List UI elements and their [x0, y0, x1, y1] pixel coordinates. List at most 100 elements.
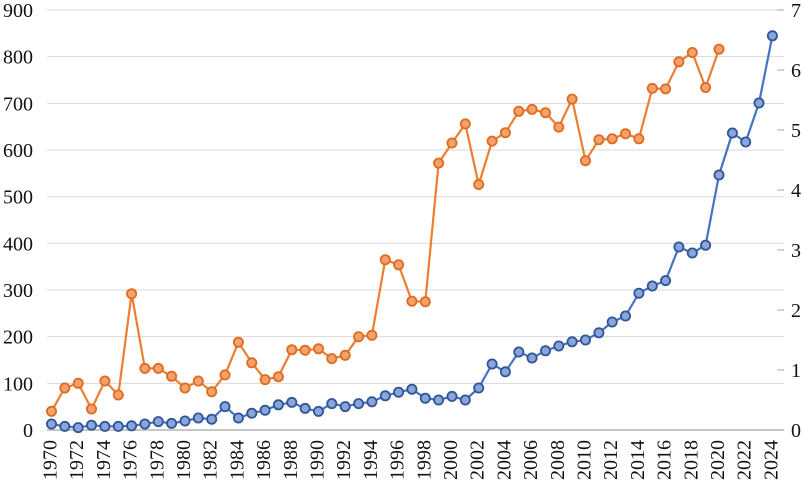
blue-series-marker [660, 275, 672, 287]
blue-series-marker [192, 412, 204, 424]
blue-series-marker [700, 239, 712, 251]
orange-series-marker [486, 135, 498, 147]
orange-series-marker [553, 121, 565, 133]
left-axis-tick-label: 300 [3, 280, 33, 302]
blue-series-marker [459, 394, 471, 406]
blue-series-marker [486, 358, 498, 370]
orange-series-marker [700, 82, 712, 94]
right-axis-tick-label: 4 [791, 180, 801, 202]
blue-series-marker [726, 127, 738, 139]
orange-series-marker [473, 178, 485, 190]
blue-series-marker [580, 334, 592, 346]
orange-series-marker [312, 343, 324, 355]
blue-series-marker [152, 416, 164, 428]
right-axis-tick-label: 1 [791, 360, 801, 382]
orange-series-marker [633, 133, 645, 145]
blue-series-marker [406, 383, 418, 395]
orange-series-marker [246, 357, 258, 369]
blue-series-marker [72, 422, 84, 434]
blue-series-marker [540, 345, 552, 357]
blue-series-marker [46, 418, 58, 430]
x-axis-tick-label: 2020 [707, 440, 729, 480]
blue-series-marker [339, 401, 351, 413]
blue-series-marker [766, 30, 778, 42]
x-axis-tick-label: 2022 [734, 440, 756, 480]
x-axis-tick-label: 2010 [574, 440, 596, 480]
blue-series-marker [139, 418, 151, 430]
orange-series-marker [713, 43, 725, 55]
blue-series-marker [126, 420, 138, 432]
blue-series-marker [606, 316, 618, 328]
orange-series-marker [593, 134, 605, 146]
orange-series-marker [259, 374, 271, 386]
blue-series-marker [499, 366, 511, 378]
x-axis-tick-label: 1976 [120, 440, 142, 480]
x-axis-tick-label: 2024 [760, 440, 782, 480]
x-axis-tick-label: 1994 [360, 440, 382, 480]
x-axis-tick-label: 2014 [627, 440, 649, 480]
x-axis-tick-label: 1972 [66, 440, 88, 480]
left-axis-tick-label: 700 [3, 93, 33, 115]
right-axis-tick-label: 6 [791, 60, 801, 82]
left-axis-tick-label: 600 [3, 140, 33, 162]
x-axis-tick-label: 2018 [680, 440, 702, 480]
x-axis-tick-label: 1990 [307, 440, 329, 480]
blue-series-marker [473, 382, 485, 394]
x-axis-tick-label: 1980 [173, 440, 195, 480]
left-axis-tick-label: 500 [3, 187, 33, 209]
orange-series-marker [606, 133, 618, 145]
blue-series-marker [246, 407, 258, 419]
orange-series-marker [99, 375, 111, 387]
blue-series-marker [326, 398, 338, 410]
x-axis-tick-label: 2002 [467, 440, 489, 480]
x-axis-tick-label: 1974 [93, 440, 115, 480]
blue-series-marker [633, 287, 645, 299]
blue-series-marker [433, 394, 445, 406]
orange-series-marker [566, 93, 578, 105]
orange-series-marker [379, 254, 391, 266]
blue-series-marker [272, 399, 284, 411]
blue-series-marker [86, 419, 98, 431]
right-axis-tick-label: 7 [791, 0, 801, 22]
orange-series-marker [646, 82, 658, 94]
blue-series-marker [566, 336, 578, 348]
orange-series-marker [126, 288, 138, 300]
orange-series-marker [326, 353, 338, 365]
x-axis-tick-label: 2006 [520, 440, 542, 480]
blue-series-marker [686, 247, 698, 259]
orange-series-marker [419, 296, 431, 308]
x-axis-tick-label: 1992 [333, 440, 355, 480]
orange-series-marker [179, 382, 191, 394]
orange-series-marker [139, 362, 151, 374]
x-axis-tick-label: 1970 [40, 440, 62, 480]
right-axis-tick-label: 5 [791, 120, 801, 142]
blue-series-marker [553, 340, 565, 352]
orange-series-marker [166, 370, 178, 382]
orange-series-marker [86, 403, 98, 415]
x-axis-tick-label: 1988 [280, 440, 302, 480]
orange-series-marker [72, 377, 84, 389]
x-axis-tick-label: 1998 [413, 440, 435, 480]
orange-series-marker [673, 56, 685, 68]
x-axis-tick-label: 2016 [654, 440, 676, 480]
orange-series-marker [393, 259, 405, 271]
blue-series-marker [713, 169, 725, 181]
orange-series-marker [353, 331, 365, 343]
blue-series-marker [259, 404, 271, 416]
x-axis-tick-label: 2004 [493, 440, 515, 480]
x-axis-tick-label: 1986 [253, 440, 275, 480]
orange-series-marker [152, 362, 164, 374]
blue-series-marker [232, 412, 244, 424]
blue-series-marker [179, 415, 191, 427]
orange-series-marker [433, 157, 445, 169]
blue-series-marker [393, 386, 405, 398]
blue-series-marker [112, 420, 124, 432]
left-axis-tick-label: 900 [3, 0, 33, 22]
x-axis-tick-label: 2012 [600, 440, 622, 480]
x-axis-tick-label: 1978 [146, 440, 168, 480]
right-axis-tick-label: 3 [791, 240, 801, 262]
orange-series-marker [540, 107, 552, 119]
orange-series-marker [232, 336, 244, 348]
